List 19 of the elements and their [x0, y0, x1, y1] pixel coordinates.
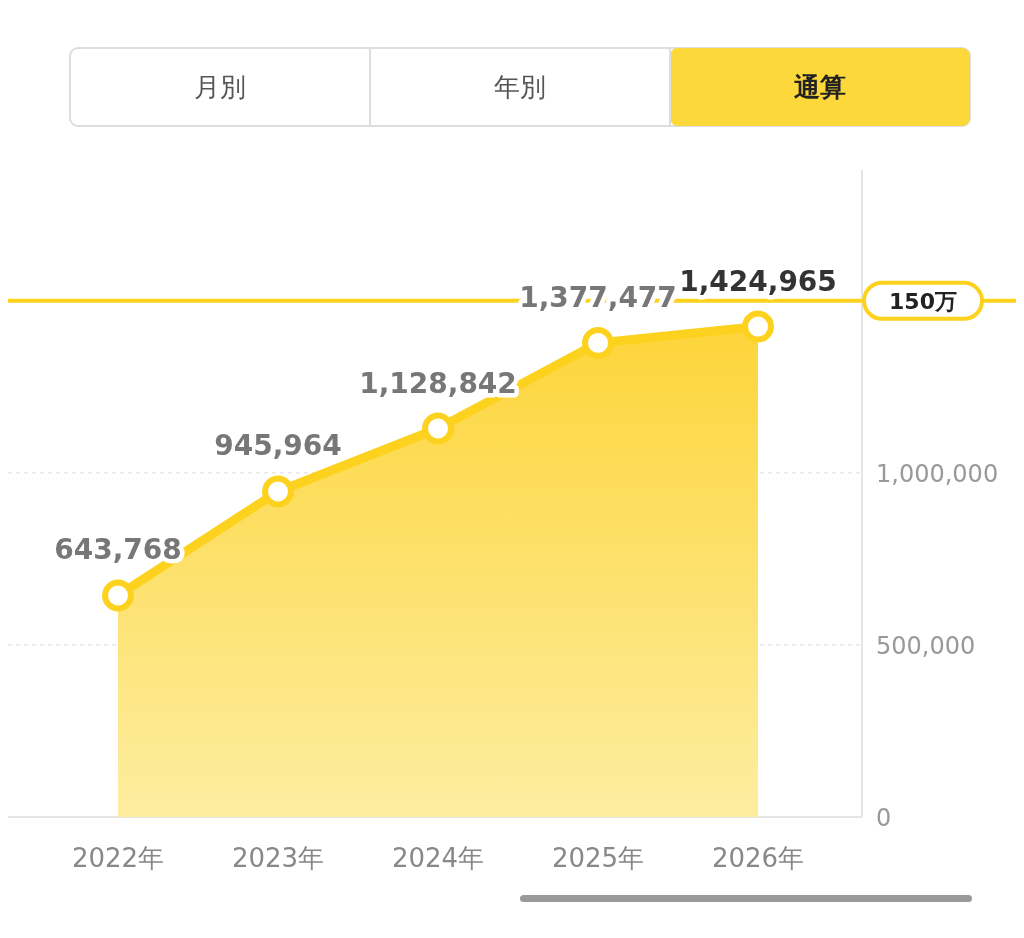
y-tick-label: 0 [876, 804, 892, 832]
data-label: 1,424,965 [679, 264, 837, 298]
y-tick-label: 1,000,000 [876, 459, 999, 488]
view-tabs: 月別 年別 通算 [69, 47, 971, 127]
data-label: 945,964 [214, 429, 342, 463]
x-tick-label: 2022年 [71, 843, 165, 873]
y-tick-label: 500,000 [876, 631, 976, 660]
ref-line-label: 150万 [889, 288, 957, 314]
point [742, 310, 774, 343]
point [582, 326, 614, 359]
x-tick-label: 2025年 [551, 843, 645, 873]
x-tick-label: 2024年 [391, 843, 485, 873]
x-tick-label: 2023年 [231, 843, 325, 873]
point [422, 412, 454, 445]
point [102, 579, 134, 612]
x-tick-label: 2026年 [711, 843, 805, 873]
data-label: 1,128,842 [359, 366, 517, 400]
data-label: 643,768 [54, 533, 182, 567]
point [262, 475, 294, 508]
